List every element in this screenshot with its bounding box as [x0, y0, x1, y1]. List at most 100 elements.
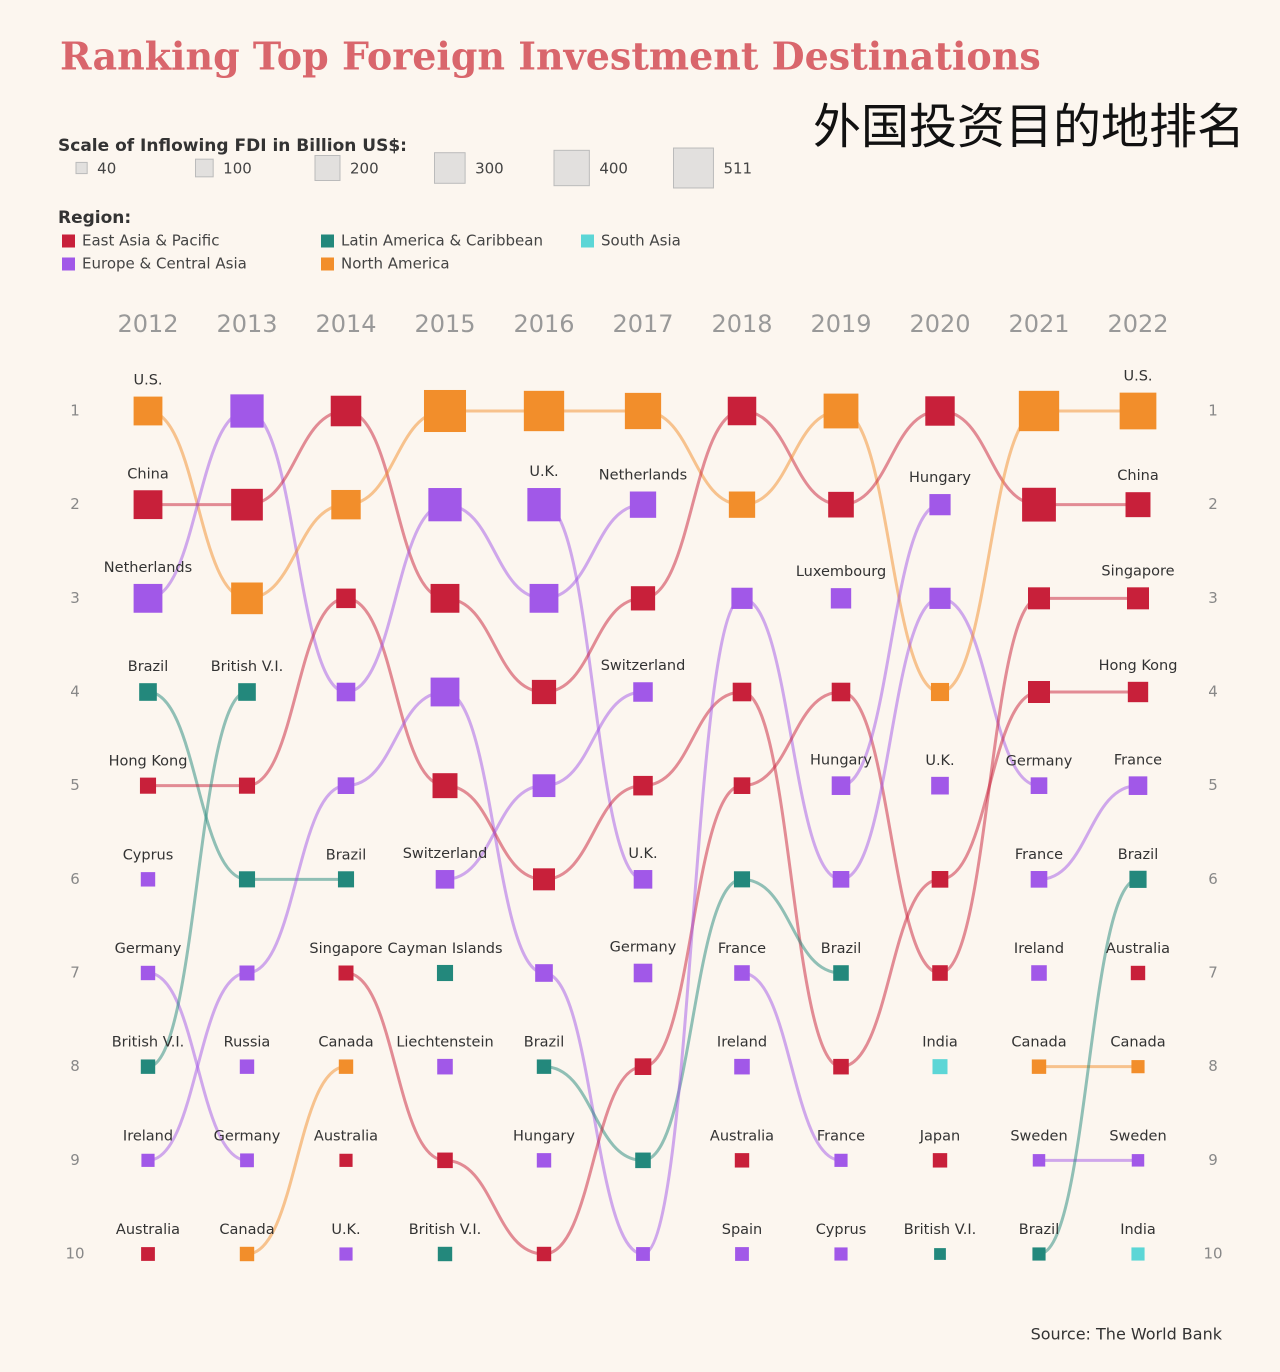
rank-label: 8: [70, 1057, 80, 1075]
node-label: Australia: [116, 1222, 180, 1238]
connection-line: [543, 596, 644, 694]
node-label: Liechtenstein: [396, 1035, 493, 1051]
connections: [147, 409, 1139, 1256]
node-label: Germany: [115, 941, 182, 957]
node-label: Hungary: [810, 752, 872, 768]
node: [733, 777, 751, 794]
connection-line: [345, 503, 446, 694]
node-label: Netherlands: [104, 560, 192, 576]
node-label: British V.I.: [409, 1222, 482, 1238]
node-label: Brazil: [1118, 847, 1158, 863]
region-legend-label: South Asia: [601, 232, 681, 250]
connection-line: [543, 1065, 644, 1162]
connection-line: [642, 409, 743, 600]
node: [834, 1247, 848, 1261]
node-label: Brazil: [821, 941, 861, 957]
node: [1027, 587, 1051, 610]
node-label: Sweden: [1010, 1128, 1067, 1144]
connection-line: [345, 596, 446, 788]
node-label: Netherlands: [599, 468, 687, 484]
node-label: Ireland: [123, 1128, 173, 1144]
node: [629, 491, 657, 518]
node: [630, 586, 656, 611]
year-label: 2017: [612, 310, 673, 338]
node: [531, 679, 557, 705]
node: [635, 1152, 651, 1169]
size-legend-swatch: [673, 147, 714, 189]
node: [336, 682, 356, 702]
node-label: China: [1117, 468, 1158, 484]
rank-label: 7: [1208, 964, 1218, 982]
node: [238, 777, 256, 794]
node: [929, 587, 951, 609]
connection-line: [147, 690, 248, 1069]
size-legend-label: 300: [475, 160, 504, 178]
rank-label: 8: [1208, 1057, 1218, 1075]
node: [239, 1246, 255, 1262]
node: [338, 965, 354, 981]
node: [633, 870, 653, 889]
node-label: U.S.: [1123, 369, 1152, 385]
node-label: Australia: [1106, 941, 1170, 957]
connection-line: [741, 690, 842, 788]
node-label: Singapore: [1101, 563, 1174, 579]
node: [437, 1058, 453, 1075]
source: Source: The World Bank: [1031, 1325, 1223, 1344]
connection-line: [147, 409, 248, 600]
node: [931, 776, 949, 795]
year-label: 2018: [711, 310, 772, 338]
node: [133, 396, 163, 426]
connection-line: [543, 503, 644, 881]
node: [238, 683, 256, 701]
node-label: France: [1015, 847, 1063, 863]
node: [139, 683, 157, 701]
node: [141, 1153, 155, 1167]
connection-line: [444, 596, 545, 694]
node: [929, 494, 951, 516]
node: [535, 964, 553, 982]
connection-line: [642, 690, 743, 788]
node: [432, 773, 458, 799]
year-label: 2013: [216, 310, 277, 338]
node: [1119, 392, 1157, 430]
node: [336, 588, 356, 609]
node-label: Hong Kong: [1099, 658, 1178, 674]
node-label: India: [1120, 1222, 1156, 1238]
node: [133, 490, 163, 520]
node: [932, 965, 948, 981]
node: [830, 588, 852, 609]
node-label: Ireland: [1014, 941, 1064, 957]
node: [823, 393, 859, 429]
rank-label: 5: [1208, 776, 1218, 794]
region-legend-swatch: [581, 234, 594, 248]
node: [1032, 1247, 1046, 1261]
connection-line: [1038, 784, 1139, 881]
region-legend-swatch: [62, 257, 75, 271]
node-label: Germany: [1006, 753, 1073, 769]
node: [1027, 680, 1051, 704]
connection-line: [543, 503, 644, 600]
node: [731, 587, 753, 609]
node: [832, 871, 850, 888]
node: [139, 777, 157, 794]
node: [735, 1247, 749, 1261]
region-legend-swatch: [321, 234, 334, 248]
chart-subtitle: 外国投资目的地排名: [813, 99, 1245, 155]
size-legend-label: 200: [350, 160, 379, 178]
connection-line: [246, 596, 347, 788]
node: [1130, 965, 1146, 981]
rank-label: 10: [1203, 1245, 1222, 1263]
node: [133, 583, 163, 613]
node: [633, 963, 653, 983]
node-label: Canada: [318, 1035, 373, 1051]
node: [828, 491, 854, 518]
node: [527, 488, 561, 522]
node: [339, 1247, 353, 1261]
connection-line: [147, 971, 248, 1162]
node: [239, 1059, 255, 1074]
node: [1032, 1154, 1046, 1167]
rank-label: 6: [1208, 870, 1218, 888]
rank-label: 2: [1208, 495, 1218, 513]
rank-label: 3: [70, 589, 80, 607]
rank-label: 4: [1208, 683, 1218, 701]
